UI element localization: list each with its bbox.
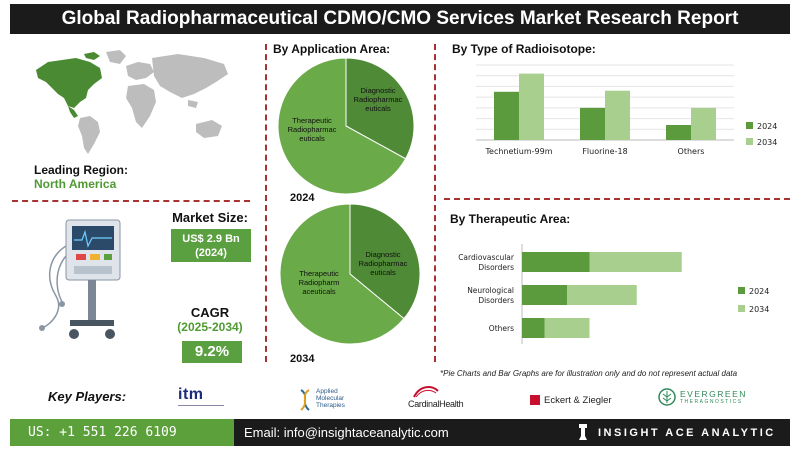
radioisotope-category-label: Technetium-99m xyxy=(485,147,553,156)
pie2034-therapeutic-label: Therapeutic Radiopharm aceuticals xyxy=(298,269,340,296)
pie-2024-year: 2024 xyxy=(290,192,315,204)
cardinal-health-logo: CardinalHealth xyxy=(408,385,488,413)
pie-slice-therapeutic xyxy=(279,203,405,345)
bar-others-2034 xyxy=(544,318,590,338)
bar-technetium-99m-2034 xyxy=(519,73,544,140)
cagr-period: (2025-2034) xyxy=(177,320,243,334)
therapeutic-title: By Therapeutic Area: xyxy=(450,212,571,226)
bar-fluorine-18-2034 xyxy=(605,90,630,140)
divider-horizontal-right xyxy=(444,198,790,200)
therapeutic-category-label: Neurological Disorders xyxy=(467,286,514,305)
therapeutic-legend-2034: 2034 xyxy=(738,305,769,314)
bar-neurological-disorders-2034 xyxy=(567,285,637,305)
application-pies xyxy=(277,57,421,345)
radioisotope-legend-2034: 2034 xyxy=(746,138,777,147)
market-size-value: US$ 2.9 Bn xyxy=(182,233,240,245)
leading-region-value: North America xyxy=(34,177,117,191)
evergreen-leaf-icon xyxy=(658,388,676,406)
applied-molecular-therapies-logo: Applied Molecular Therapies xyxy=(298,388,368,414)
world-map xyxy=(36,50,228,154)
insight-ace-logo-icon xyxy=(579,424,587,440)
footer-brand: INSIGHT ACE ANALYTIC xyxy=(598,426,776,439)
bar-neurological-disorders-2024 xyxy=(522,285,567,305)
pie-slice-therapeutic xyxy=(277,57,407,195)
market-size-year: (2024) xyxy=(195,247,227,259)
eckert-ziegler-logo: Eckert & Ziegler xyxy=(530,391,612,409)
therapeutic-chart: Cardiovascular Disorders Neurological Disor… xyxy=(458,244,682,344)
therapeutic-category-label: Cardiovascular Disorders xyxy=(458,253,515,272)
pie2024-diagnostic-label: Diagnostic Radiopharmac euticals xyxy=(353,86,403,113)
divider-vertical-left xyxy=(265,44,267,362)
cagr-value: 9.2% xyxy=(182,341,242,363)
application-area-title: By Application Area: xyxy=(273,42,391,56)
pie2034-diagnostic-label: Diagnostic Radiopharmac euticals xyxy=(358,250,408,277)
bar-technetium-99m-2024 xyxy=(494,91,519,140)
cagr-label: CAGR xyxy=(190,305,230,320)
therapeutic-legend-2024: 2024 xyxy=(738,287,769,296)
radioisotope-chart: Technetium-99m Fluorine-18 Others xyxy=(476,64,734,156)
bar-fluorine-18-2024 xyxy=(580,107,605,140)
cardinal-swoosh-icon xyxy=(413,386,439,398)
pie2024-therapeutic-label: Therapeutic Radiopharmac euticals xyxy=(287,116,337,143)
market-size-box: US$ 2.9 Bn (2024) xyxy=(171,229,251,262)
bar-cardiovascular-disorders-2024 xyxy=(522,252,590,272)
bar-others-2024 xyxy=(666,125,691,140)
radioisotope-title: By Type of Radioisotope: xyxy=(452,42,596,56)
pie-slice-diagnostic xyxy=(349,203,421,320)
dna-icon xyxy=(300,389,310,411)
therapeutic-category-label: Others xyxy=(489,324,514,333)
radioisotope-category-label: Fluorine-18 xyxy=(582,147,627,156)
market-size-label: Market Size: xyxy=(172,210,248,225)
itm-logo: itm xyxy=(178,387,234,411)
pie-slice-diagnostic xyxy=(345,57,415,160)
bar-cardiovascular-disorders-2034 xyxy=(589,252,682,272)
eckert-ziegler-mark-icon xyxy=(530,395,540,405)
pie-2034-year: 2034 xyxy=(290,353,315,365)
medical-device-illustration xyxy=(39,219,121,339)
pie-2024 xyxy=(277,57,415,195)
disclaimer: *Pie Charts and Bar Graphs are for illus… xyxy=(440,369,738,378)
pie-2034 xyxy=(279,203,421,345)
radioisotope-category-label: Others xyxy=(678,147,705,156)
divider-vertical-right xyxy=(434,44,436,362)
page-title: Global Radiopharmaceutical CDMO/CMO Serv… xyxy=(10,4,790,34)
footer-phone[interactable]: US: +1 551 226 6109 xyxy=(10,419,234,446)
radioisotope-legend-2024: 2024 xyxy=(746,122,777,131)
footer-bar xyxy=(234,419,790,446)
leading-region-label: Leading Region: xyxy=(34,163,128,177)
key-players-label: Key Players: xyxy=(48,389,127,404)
divider-horizontal-left xyxy=(12,200,250,202)
bar-others-2034 xyxy=(691,107,716,140)
footer-email[interactable]: Email: info@insightaceanalytic.com xyxy=(244,425,449,440)
bar-others-2024 xyxy=(522,318,545,338)
north-america-shape xyxy=(36,58,102,108)
